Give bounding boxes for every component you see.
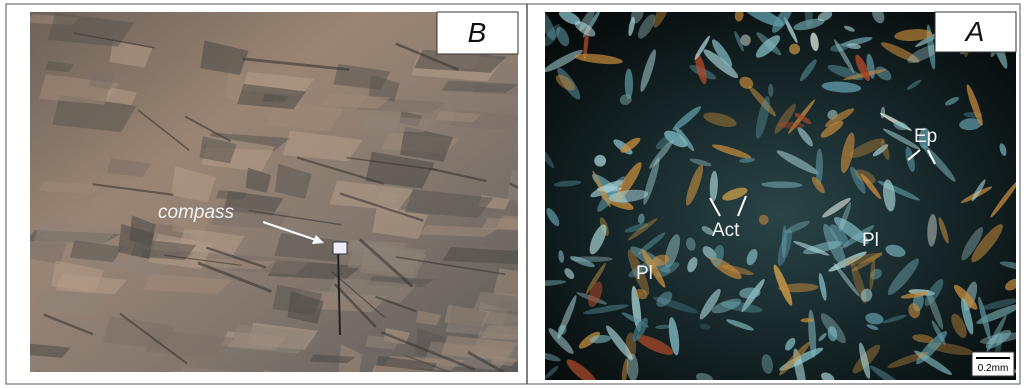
panel-label: A: [964, 16, 985, 47]
annotation: Pl: [862, 230, 879, 251]
compass: [333, 242, 347, 254]
annotation: Pl: [636, 263, 653, 284]
annotation: compass: [158, 202, 235, 223]
outcrop-photo: [26, 12, 576, 388]
figure: B compass A Ep Act Pl Pl 0.2mm: [0, 0, 1026, 388]
micrograph: [524, 0, 1026, 388]
annotation: Ep: [914, 126, 937, 147]
page: B compass A Ep Act Pl Pl 0.2mm (() => { …: [0, 0, 1026, 388]
panel-label: B: [468, 17, 487, 48]
scale-label: 0.2mm: [978, 363, 1009, 374]
annotation: Act: [712, 220, 740, 241]
